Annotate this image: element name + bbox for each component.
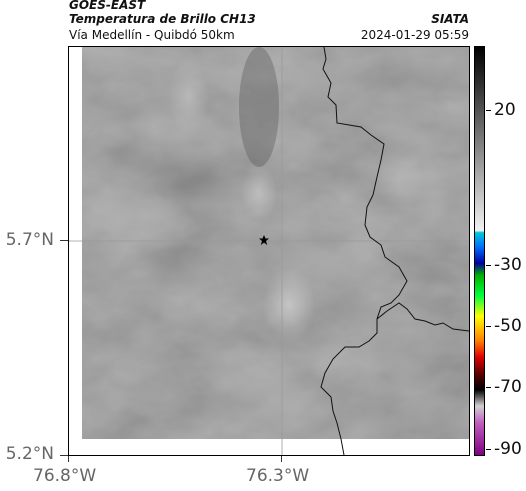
colorbar-label-m90: -90 xyxy=(494,439,522,459)
map-canvas xyxy=(69,47,469,455)
lon-tick-1 xyxy=(68,456,69,462)
product-title: Temperatura de Brillo CH13 xyxy=(69,12,256,26)
colorbar-label-m30: -30 xyxy=(494,255,522,275)
organization-label: SIATA xyxy=(431,12,469,26)
lat-tick-2 xyxy=(60,455,68,456)
bright-cloud-2 xyxy=(241,165,277,221)
colorbar-tick-m30 xyxy=(486,265,491,266)
satellite-map[interactable] xyxy=(68,46,470,456)
bright-cloud-4 xyxy=(374,147,424,207)
department-border xyxy=(320,47,408,455)
lat-label-2: 5.2°N xyxy=(5,444,54,464)
brightness-texture xyxy=(82,47,469,439)
lon-label-2: 76.3°W xyxy=(246,466,310,486)
colorbar-tick-m70 xyxy=(486,387,491,388)
route-subtitle: Vía Medellín - Quibdó 50km xyxy=(69,28,235,42)
satellite-title: GOES-EAST xyxy=(69,0,146,12)
colorbar-gradient xyxy=(475,47,484,455)
star-icon xyxy=(259,235,269,245)
lat-label-1: 5.7°N xyxy=(5,230,54,250)
colorbar-label-20: 20 xyxy=(494,100,516,120)
bright-cloud-1 xyxy=(263,267,315,343)
colorbar-tick-20 xyxy=(486,110,491,111)
dark-region xyxy=(239,47,279,167)
lon-tick-2 xyxy=(281,456,282,462)
colorbar-tick-m50 xyxy=(486,326,491,327)
lon-label-1: 76.8°W xyxy=(33,466,97,486)
bright-cloud-3 xyxy=(169,57,209,137)
colorbar-label-m50: -50 xyxy=(494,316,522,336)
colorbar-label-m70: -70 xyxy=(494,377,522,397)
timestamp-label: 2024-01-29 05:59 xyxy=(360,28,469,42)
colorbar-tick-m90 xyxy=(486,449,491,450)
colorbar xyxy=(474,46,485,456)
lat-tick-1 xyxy=(60,240,68,241)
department-border-2 xyxy=(376,302,469,332)
